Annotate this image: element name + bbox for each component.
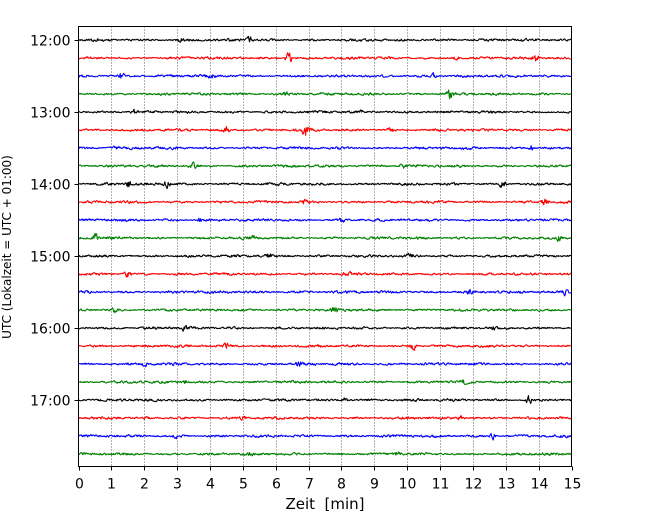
x-tick-label: 12 bbox=[465, 477, 483, 493]
y-tick-label: 15:00 bbox=[30, 250, 70, 266]
trace-line-1315 bbox=[78, 125, 572, 136]
x-tick-label: 4 bbox=[206, 477, 215, 493]
x-tick-label: 3 bbox=[173, 477, 182, 493]
trace-line-1515 bbox=[78, 270, 572, 278]
x-tick-label: 10 bbox=[399, 477, 417, 493]
x-axis-ticks: 0 1 2 3 4 5 6 7 8 9 10 11 12 13 14 15 bbox=[75, 466, 582, 493]
trace-line-1645 bbox=[78, 379, 572, 386]
trace-line-1245 bbox=[78, 89, 572, 100]
x-tick-label: 7 bbox=[305, 477, 314, 493]
trace-line-1345 bbox=[78, 161, 572, 169]
y-tick-label: 13:00 bbox=[30, 106, 70, 122]
x-tick-label: 14 bbox=[531, 477, 549, 493]
x-tick-label: 1 bbox=[107, 477, 116, 493]
trace-line-1230 bbox=[78, 72, 572, 79]
trace-line-1500 bbox=[78, 252, 572, 259]
trace-line-1530 bbox=[78, 289, 572, 297]
trace-line-1630 bbox=[78, 361, 572, 368]
x-tick-label: 6 bbox=[272, 477, 281, 493]
trace-line-1415 bbox=[78, 198, 572, 206]
trace-line-1215 bbox=[78, 52, 572, 63]
trace-line-1700 bbox=[78, 395, 572, 404]
y-tick-label: 17:00 bbox=[30, 394, 70, 410]
trace-line-1600 bbox=[78, 325, 572, 332]
trace-line-1715 bbox=[78, 415, 572, 421]
trace-line-1200 bbox=[78, 35, 572, 43]
x-tick-label: 13 bbox=[498, 477, 516, 493]
y-tick-label: 14:00 bbox=[30, 178, 70, 194]
y-axis-ticks: 12:00 13:00 14:00 15:00 16:00 17:00 bbox=[30, 34, 79, 410]
trace-line-1545 bbox=[78, 307, 572, 314]
x-axis-title: Zeit [min] bbox=[285, 495, 364, 513]
trace-line-1745 bbox=[78, 451, 572, 457]
x-tick-label: 0 bbox=[75, 477, 84, 493]
seismogram-traces bbox=[78, 35, 572, 457]
x-tick-label: 15 bbox=[564, 477, 582, 493]
x-tick-label: 9 bbox=[370, 477, 379, 493]
trace-line-1445 bbox=[78, 232, 572, 242]
minute-grid bbox=[111, 26, 540, 467]
x-tick-label: 8 bbox=[337, 477, 346, 493]
trace-line-1615 bbox=[78, 342, 572, 351]
plot-frame bbox=[78, 26, 572, 467]
y-tick-label: 16:00 bbox=[30, 322, 70, 338]
trace-line-1730 bbox=[78, 432, 572, 441]
trace-line-1300 bbox=[78, 108, 572, 114]
x-tick-label: 2 bbox=[140, 477, 149, 493]
y-axis-title: UTC (Lokalzeit = UTC + 01:00) bbox=[0, 155, 14, 339]
x-tick-label: 5 bbox=[239, 477, 248, 493]
trace-line-1430 bbox=[78, 217, 572, 223]
x-tick-label: 11 bbox=[432, 477, 450, 493]
trace-line-1330 bbox=[78, 145, 572, 151]
trace-line-1400 bbox=[78, 180, 572, 190]
y-tick-label: 12:00 bbox=[30, 34, 70, 50]
